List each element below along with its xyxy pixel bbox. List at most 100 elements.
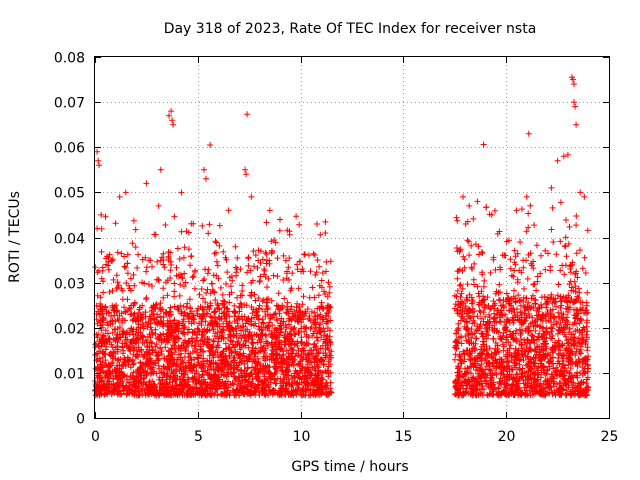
data-point: [234, 294, 240, 301]
data-point: [143, 294, 150, 301]
data-point: [117, 379, 124, 386]
data-point: [491, 310, 498, 317]
data-point: [210, 360, 217, 367]
data-point: [260, 320, 267, 327]
data-point: [143, 264, 150, 271]
data-point: [132, 226, 139, 233]
data-point: [460, 253, 467, 260]
data-point: [274, 326, 281, 333]
data-point: [254, 355, 261, 362]
data-point: [141, 280, 148, 287]
data-point: [579, 265, 586, 272]
data-point: [176, 335, 182, 342]
data-point: [553, 251, 560, 258]
data-point: [324, 332, 331, 339]
data-point: [326, 347, 333, 353]
data-point: [135, 251, 142, 258]
data-point: [123, 390, 130, 397]
data-point: [224, 306, 231, 312]
data-point: [319, 270, 326, 276]
data-point: [323, 369, 330, 376]
data-point: [548, 387, 555, 394]
data-point: [463, 385, 470, 392]
data-point: [152, 330, 159, 337]
data-point: [531, 369, 538, 376]
data-point: [292, 353, 299, 360]
data-point: [286, 321, 293, 328]
data-point: [133, 383, 139, 390]
data-point: [102, 327, 109, 334]
data-point: [216, 242, 223, 249]
data-point: [280, 371, 287, 378]
data-point: [269, 347, 275, 353]
data-point: [104, 319, 111, 326]
data-point: [259, 298, 266, 305]
data-point: [129, 391, 136, 398]
data-point: [210, 337, 217, 344]
data-point: [310, 379, 317, 386]
data-point: [220, 336, 227, 342]
data-point: [520, 298, 527, 305]
data-point: [293, 213, 300, 220]
data-point: [470, 215, 477, 222]
data-point: [207, 290, 214, 297]
data-point: [130, 312, 137, 318]
data-point: [141, 368, 148, 375]
data-point: [155, 349, 162, 356]
data-point: [542, 343, 549, 350]
data-point: [499, 312, 506, 319]
data-point: [162, 222, 169, 228]
data-point: [238, 327, 245, 334]
data-point: [525, 323, 532, 330]
data-point: [451, 356, 458, 363]
data-point: [286, 255, 293, 261]
data-point: [460, 193, 466, 200]
data-point: [478, 249, 485, 255]
data-point: [188, 342, 195, 349]
data-point: [122, 189, 129, 196]
data-point: [216, 354, 223, 361]
data-point: [327, 341, 334, 348]
data-point: [265, 323, 272, 330]
data-point: [191, 285, 198, 292]
data-point: [193, 334, 200, 341]
data-point: [324, 325, 331, 331]
data-point: [472, 346, 478, 353]
data-point: [114, 348, 121, 355]
data-point: [511, 287, 517, 294]
data-point: [146, 257, 152, 264]
data-point: [197, 346, 204, 353]
data-point: [507, 265, 514, 272]
data-point: [251, 384, 258, 390]
data-point: [511, 267, 518, 274]
data-point: [258, 248, 264, 255]
data-point: [160, 250, 167, 257]
data-point: [324, 318, 331, 325]
data-point: [293, 391, 300, 398]
x-tick-label: 5: [194, 429, 203, 445]
data-point: [144, 343, 151, 350]
data-point: [243, 171, 250, 178]
data-point: [296, 374, 303, 381]
data-point: [256, 368, 263, 375]
data-point: [322, 230, 329, 236]
data-point: [168, 329, 175, 336]
data-point: [577, 247, 583, 254]
data-point: [223, 384, 230, 391]
data-point: [164, 322, 170, 328]
data-point: [503, 336, 509, 343]
data-point: [573, 320, 579, 327]
data-point: [203, 175, 209, 182]
data-point: [180, 366, 187, 373]
data-point: [241, 391, 248, 398]
data-point: [257, 260, 264, 266]
data-point: [579, 371, 586, 378]
data-point: [523, 228, 530, 235]
data-point: [490, 256, 497, 263]
data-point: [161, 363, 167, 370]
data-point: [94, 225, 101, 232]
data-point: [573, 250, 580, 257]
data-point: [325, 279, 332, 286]
data-point: [232, 310, 238, 317]
data-point: [209, 376, 215, 383]
